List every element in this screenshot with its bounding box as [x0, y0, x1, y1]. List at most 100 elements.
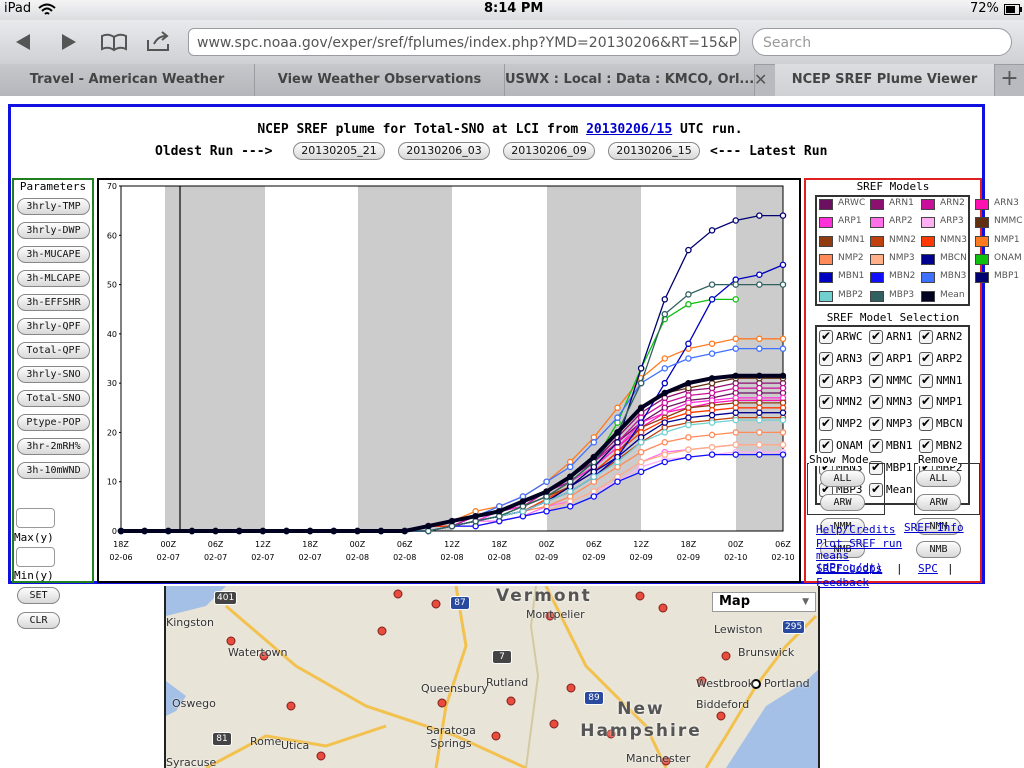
run-button[interactable]: 20130206_15	[608, 142, 700, 160]
min-input[interactable]	[16, 547, 55, 567]
model-checkbox[interactable]: ✔	[919, 416, 933, 432]
legend-label: ARP1	[838, 216, 862, 227]
data-point	[567, 473, 574, 480]
map-type-select[interactable]: Map ▼	[712, 592, 816, 612]
run-button[interactable]: 20130206_09	[503, 142, 595, 160]
data-point	[685, 246, 692, 254]
model-checkbox[interactable]: ✔	[919, 350, 933, 366]
parameter-button[interactable]: 3hrly-DWP	[17, 222, 90, 239]
parameter-button[interactable]: 3hr-2mRH%	[17, 438, 90, 455]
data-point	[212, 527, 219, 535]
parameter-button[interactable]: Total-QPF	[17, 342, 90, 359]
browser-tab[interactable]: View Weather Observations	[255, 64, 505, 96]
min-label: Min(y)	[14, 569, 54, 582]
model-checkbox[interactable]: ✔	[819, 394, 833, 410]
show-mode-button[interactable]: NMB	[820, 541, 865, 558]
new-tab-button[interactable]: +	[1000, 66, 1019, 91]
browser-tab[interactable]: NCEP SREF Plume Viewer	[775, 64, 995, 96]
model-checkbox[interactable]: ✔	[919, 329, 933, 344]
checkbox-label: ARN1	[886, 330, 913, 343]
browser-tab[interactable]: Travel - American Weather	[0, 64, 255, 96]
model-checkbox[interactable]: ✔	[919, 394, 933, 410]
run-button[interactable]: 20130205_21	[293, 142, 385, 160]
data-point	[779, 409, 787, 416]
parameter-button[interactable]: 3h-MUCAPE	[17, 246, 90, 263]
x-tick-label: 06Z	[775, 540, 791, 549]
show-mode-button[interactable]: NMM	[820, 518, 865, 535]
model-checkbox[interactable]: ✔	[869, 481, 883, 497]
parameter-button[interactable]: Total-SNO	[17, 390, 90, 407]
parameter-button[interactable]: 3hrly-SNO	[17, 366, 90, 383]
data-point	[685, 421, 692, 429]
remove-button[interactable]: ARW	[916, 494, 961, 511]
data-point	[661, 458, 669, 466]
set-button[interactable]: SET	[17, 587, 60, 604]
data-point	[661, 451, 669, 458]
address-bar[interactable]: www.spc.noaa.gov/exper/sref/fplumes/inde…	[188, 28, 740, 56]
panel-link[interactable]: SPC	[918, 562, 938, 575]
panel-link[interactable]: Feedback	[816, 576, 869, 589]
panel-link[interactable]: Plot SREF run means (dProg/dt)	[816, 537, 903, 574]
x-tick-date: 02-10	[771, 553, 794, 562]
search-field[interactable]: Search	[752, 28, 1012, 56]
remove-button[interactable]: NMM	[916, 518, 961, 535]
plot-frame	[120, 185, 784, 532]
parameter-button[interactable]: Ptype-POP	[17, 414, 90, 431]
model-checkbox[interactable]: ✔	[819, 350, 833, 366]
checkbox-label: ONAM	[836, 439, 863, 452]
run-link[interactable]: 20130206/15	[586, 122, 673, 137]
share-button[interactable]	[147, 31, 169, 51]
panel-link[interactable]: SREF Loops	[816, 562, 883, 575]
remove-button[interactable]: ALL	[916, 470, 961, 487]
parameter-button[interactable]: 3hrly-QPF	[17, 318, 90, 335]
x-tick-date: 02-07	[157, 553, 180, 562]
panel-link[interactable]: Help/Credits	[816, 523, 896, 536]
model-checkbox[interactable]: ✔	[869, 350, 883, 366]
legend-label: ARN2	[940, 198, 965, 208]
bookmarks-button[interactable]	[101, 33, 127, 52]
y-tick-label: 70	[107, 182, 117, 191]
data-point	[708, 431, 716, 439]
back-button[interactable]	[16, 34, 30, 50]
model-checkbox[interactable]: ✔	[819, 372, 833, 388]
legend-swatch	[819, 235, 833, 247]
map-graphics	[166, 586, 818, 768]
model-checkbox[interactable]: ✔	[919, 438, 933, 453]
model-checkbox[interactable]: ✔	[819, 329, 833, 344]
run-button[interactable]: 20130206_03	[398, 142, 490, 160]
place-label: Manchester	[626, 752, 691, 765]
legend-swatch	[870, 235, 884, 247]
parameter-button[interactable]: 3h-10mWND	[17, 462, 90, 479]
model-checkbox[interactable]: ✔	[819, 438, 833, 453]
model-checkbox[interactable]: ✔	[869, 394, 883, 410]
parameter-button[interactable]: 3h-MLCAPE	[17, 270, 90, 287]
parameters-panel	[12, 178, 94, 583]
legend-label: ARN1	[889, 198, 914, 208]
parameter-button[interactable]: 3h-EFFSHR	[17, 294, 90, 311]
x-tick-date: 02-09	[630, 553, 653, 562]
panel-link[interactable]: SREF Info	[904, 521, 964, 534]
data-point	[496, 508, 503, 515]
browser-tab[interactable]: USWX : Local : Data : KMCO, Orl...	[505, 64, 755, 96]
show-mode-button[interactable]: ALL	[820, 470, 865, 487]
map[interactable]: Vermont New Hampshire Kingston Watertown Osw…	[164, 586, 820, 768]
model-checkbox[interactable]: ✔	[869, 329, 883, 344]
data-point	[685, 392, 692, 399]
status-bar: iPad 8:14 PM 72%	[0, 0, 1024, 20]
model-checkbox[interactable]: ✔	[869, 459, 883, 475]
model-checkbox[interactable]: ✔	[819, 416, 833, 432]
model-checkbox[interactable]: ✔	[869, 416, 883, 432]
data-point	[117, 527, 125, 535]
model-checkbox[interactable]: ✔	[869, 438, 883, 453]
model-checkbox[interactable]: ✔	[869, 372, 883, 388]
max-input[interactable]	[16, 508, 55, 528]
route-shield: 89	[584, 691, 604, 705]
battery-percent: 72%	[970, 1, 999, 16]
data-point	[330, 527, 337, 535]
remove-button[interactable]: NMB	[916, 541, 961, 558]
model-checkbox[interactable]: ✔	[919, 372, 933, 388]
parameter-button[interactable]: 3hrly-TMP	[17, 198, 90, 215]
forward-button[interactable]	[62, 34, 76, 50]
clr-button[interactable]: CLR	[17, 612, 60, 629]
show-mode-button[interactable]: ARW	[820, 494, 865, 511]
